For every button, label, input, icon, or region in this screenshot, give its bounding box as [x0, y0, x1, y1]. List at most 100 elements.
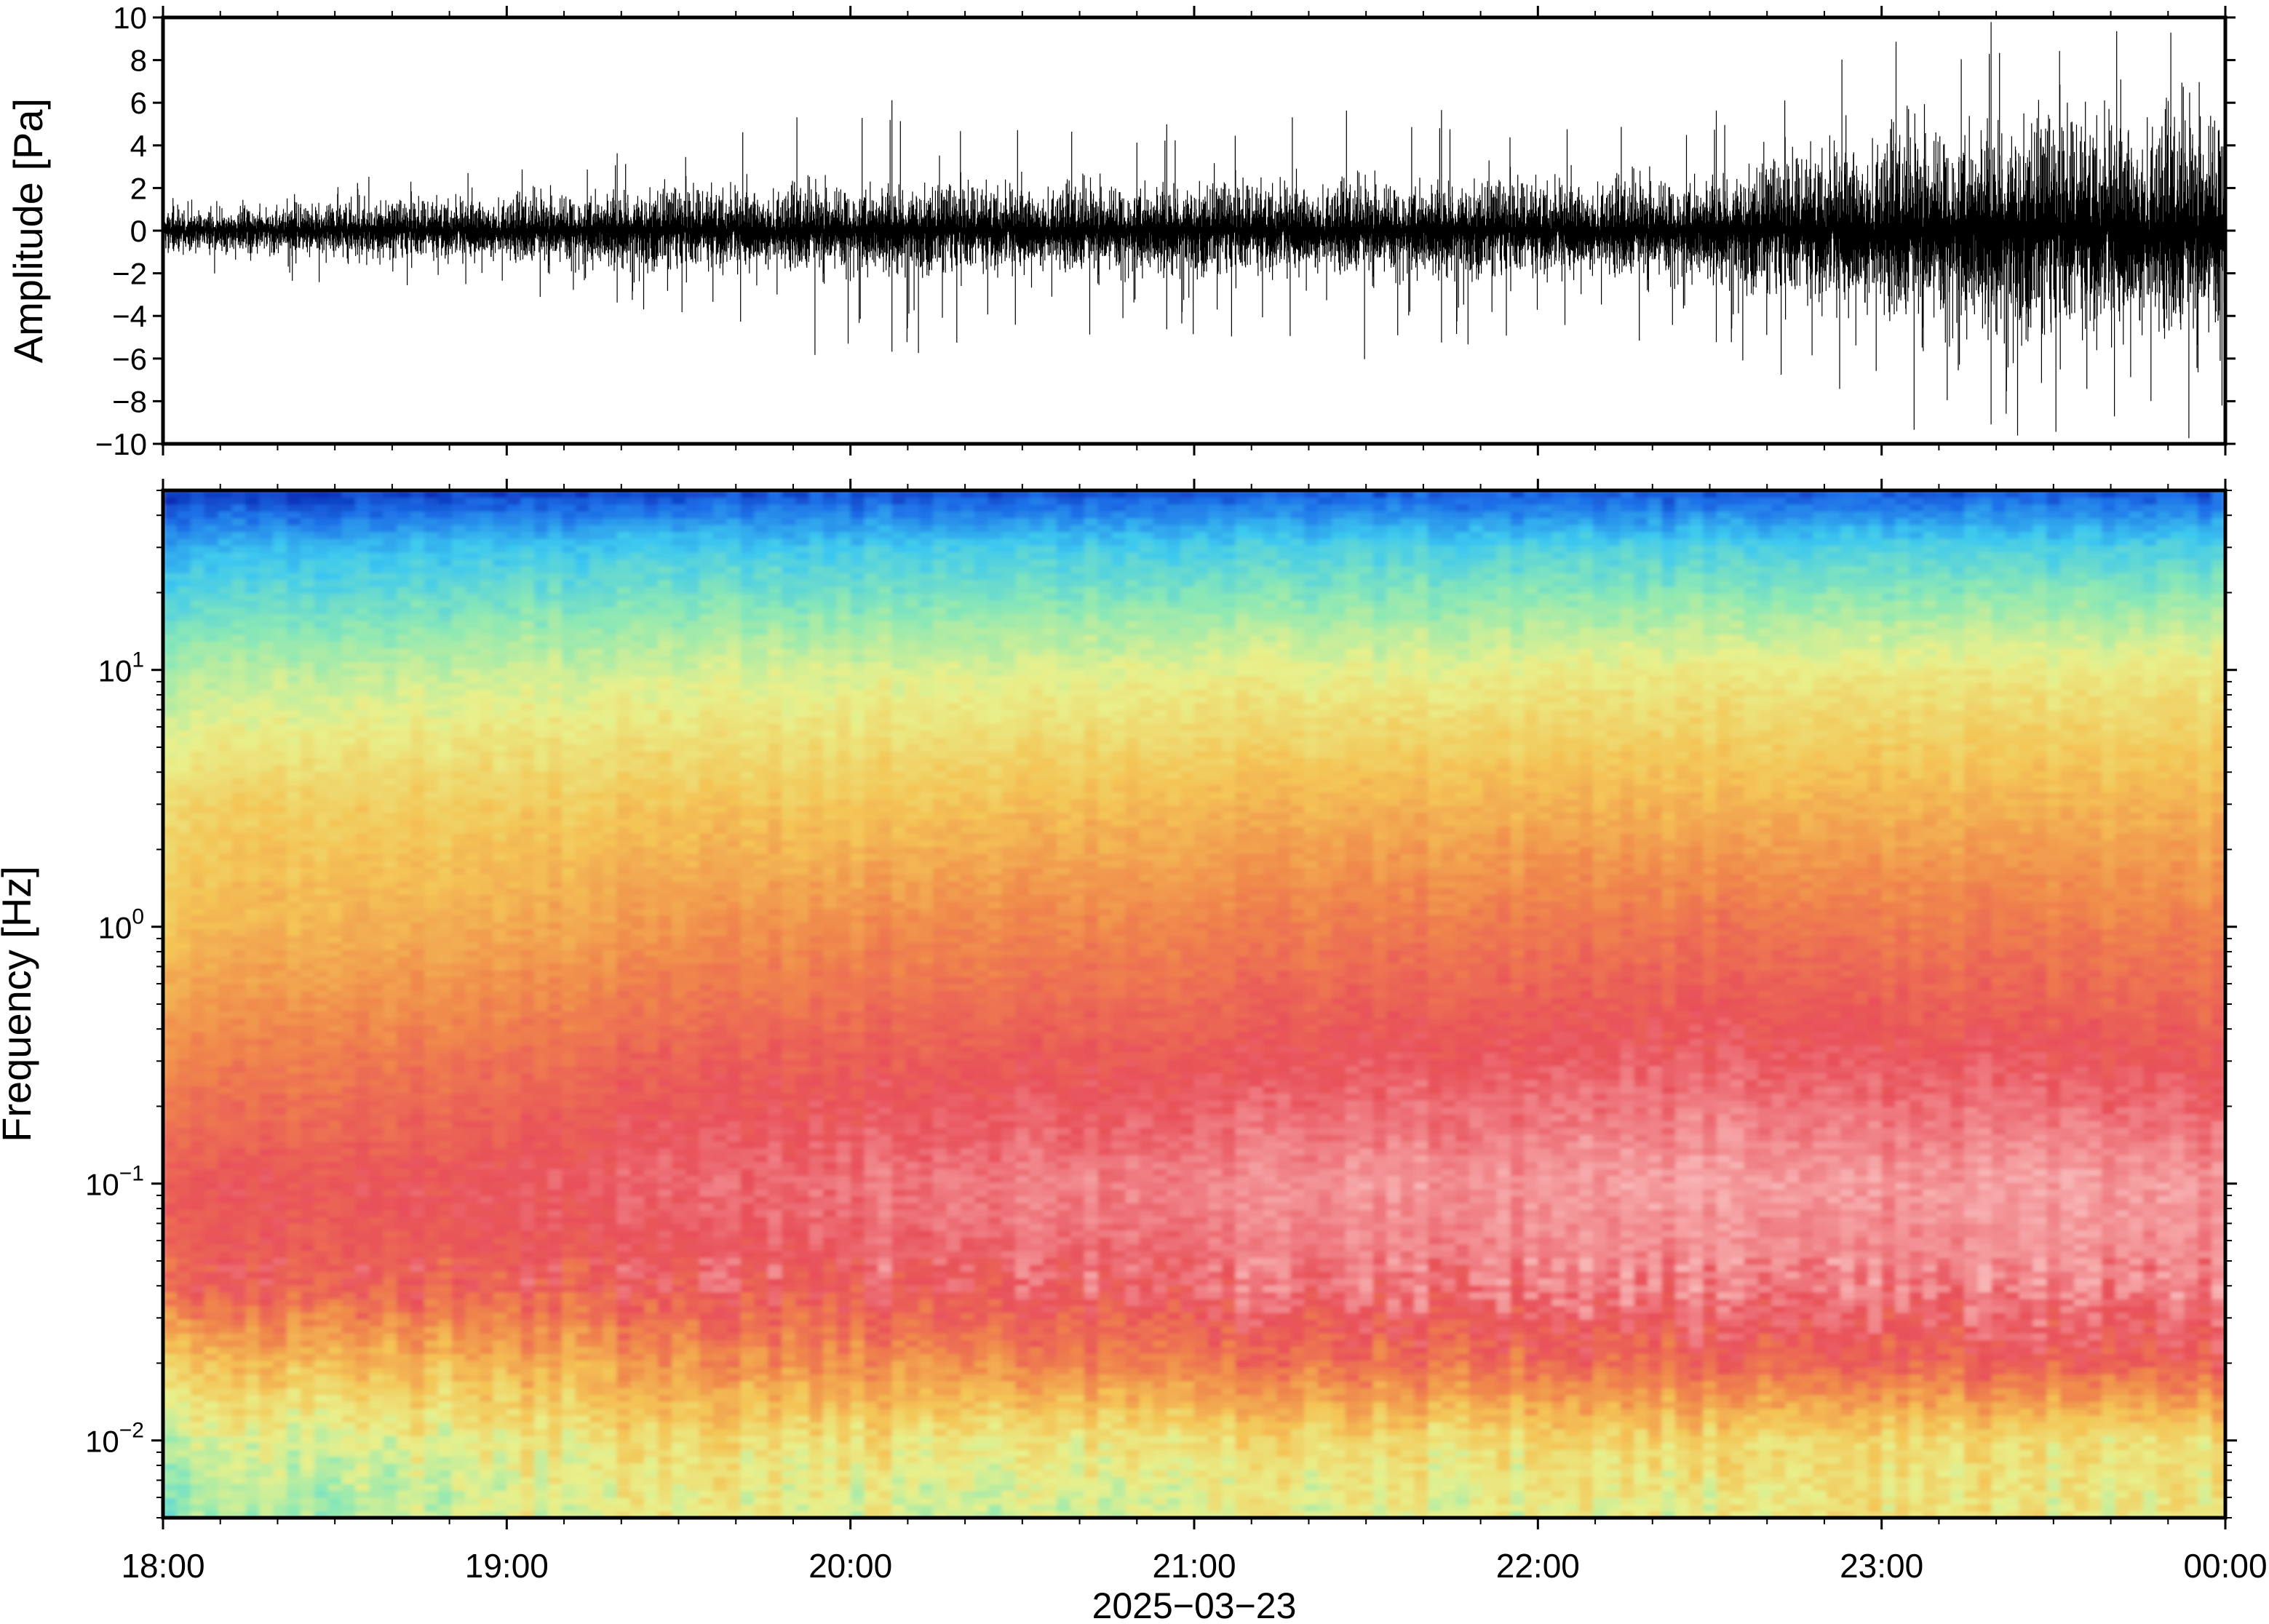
spectrogram-cell — [630, 1497, 645, 1505]
spectrogram-cell — [1043, 1436, 1057, 1444]
amplitude-y-tick-label: −4 — [112, 299, 147, 333]
spectrogram-cell — [1923, 1483, 1938, 1492]
spectrogram-cell — [2115, 1408, 2130, 1416]
spectrogram-cell — [1620, 1353, 1635, 1361]
spectrogram-cell — [410, 1497, 425, 1505]
spectrogram-cell — [218, 1428, 233, 1436]
spectrogram-cell — [644, 1340, 659, 1348]
spectrogram-cell — [644, 1360, 659, 1368]
spectrogram-cell — [616, 1388, 632, 1396]
spectrogram-cell — [685, 1305, 700, 1313]
spectrogram-cell — [1867, 1504, 1883, 1512]
spectrogram-cell — [891, 1305, 907, 1313]
spectrogram-cell — [300, 1346, 315, 1354]
spectrogram-cell — [2129, 1312, 2144, 1320]
spectrogram-cell — [960, 1366, 975, 1375]
spectrogram-cell — [327, 1394, 343, 1402]
spectrogram-cell — [1785, 1332, 1800, 1341]
spectrogram-cell — [1318, 1332, 1332, 1341]
spectrogram-cell — [1703, 1422, 1717, 1430]
spectrogram-cell — [1372, 1326, 1388, 1334]
spectrogram-cell — [534, 1374, 549, 1382]
spectrogram-cell — [465, 1332, 480, 1341]
spectrogram-cell — [2198, 1462, 2212, 1470]
spectrogram-cell — [1207, 1346, 1223, 1354]
spectrogram-cell — [768, 1449, 782, 1457]
spectrogram-cell — [754, 1305, 769, 1313]
spectrogram-cell — [2074, 1470, 2089, 1478]
spectrogram-cell — [1592, 1422, 1608, 1430]
spectrogram-cell — [1139, 1401, 1154, 1409]
spectrogram-cell — [1565, 1298, 1580, 1306]
spectrogram-cell — [1689, 1298, 1704, 1306]
spectrogram-cell — [506, 1319, 522, 1327]
spectrogram-cell — [1620, 1490, 1635, 1498]
spectrogram-cell — [2046, 1305, 2062, 1313]
spectrogram-cell — [616, 1353, 632, 1361]
spectrogram-cell — [424, 1380, 439, 1388]
spectrogram-cell — [740, 1340, 755, 1348]
spectrogram-cell — [2088, 1422, 2102, 1430]
spectrogram-cell — [1139, 1366, 1154, 1375]
spectrogram-cell — [520, 1428, 535, 1436]
spectrogram-cell — [836, 1388, 851, 1396]
spectrogram-cell — [1634, 1456, 1649, 1464]
spectrogram-cell — [2019, 1298, 2034, 1306]
spectrogram-cell — [1057, 1360, 1071, 1368]
spectrogram-cell — [575, 1456, 590, 1464]
spectrogram-cell — [808, 1401, 824, 1409]
spectrogram-cell — [534, 1332, 549, 1341]
spectrogram-cell — [1001, 1497, 1017, 1505]
spectrogram-cell — [754, 1291, 769, 1299]
spectrogram-cell — [1538, 1462, 1553, 1470]
spectrogram-cell — [1799, 1490, 1813, 1498]
spectrogram-cell — [1001, 1456, 1017, 1464]
spectrogram-cell — [465, 1360, 480, 1368]
spectrogram-cell — [2032, 1305, 2048, 1313]
spectrogram-cell — [1661, 1422, 1677, 1430]
spectrogram-cell — [1716, 1510, 1731, 1518]
spectrogram-cell — [2046, 1442, 2062, 1450]
spectrogram-cell — [1084, 1422, 1099, 1430]
spectrogram-cell — [1744, 1332, 1759, 1341]
spectrogram-cell — [1757, 1436, 1773, 1444]
spectrogram-cell — [1359, 1504, 1374, 1512]
spectrogram-cell — [1263, 1366, 1278, 1375]
spectrogram-cell — [1111, 1504, 1126, 1512]
spectrogram-cell — [1689, 1462, 1704, 1470]
spectrogram-cell — [2074, 1490, 2089, 1498]
spectrogram-cell — [1785, 1414, 1800, 1423]
spectrogram-cell — [1565, 1456, 1580, 1464]
spectrogram-cell — [1084, 1394, 1099, 1402]
spectrogram-cell — [534, 1401, 549, 1409]
spectrogram-cell — [1524, 1353, 1539, 1361]
spectrogram-cell — [1139, 1456, 1154, 1464]
spectrogram-cell — [1936, 1332, 1951, 1341]
spectrogram-cell — [1372, 1428, 1388, 1436]
spectrogram-cell — [231, 1394, 247, 1402]
spectrogram-cell — [397, 1476, 411, 1484]
spectrogram-cell — [259, 1490, 274, 1498]
spectrogram-cell — [864, 1483, 879, 1492]
spectrogram-cell — [1661, 1340, 1677, 1348]
spectrogram-cell — [1716, 1360, 1731, 1368]
spectrogram-cell — [1482, 1346, 1498, 1354]
spectrogram-cell — [1263, 1332, 1278, 1341]
spectrogram-cell — [2156, 1408, 2171, 1416]
spectrogram-cell — [1125, 1422, 1140, 1430]
spectrogram-cell — [2129, 1374, 2144, 1382]
spectrogram-cell — [2129, 1414, 2144, 1423]
spectrogram-cell — [1661, 1442, 1677, 1450]
spectrogram-cell — [1386, 1462, 1402, 1470]
spectrogram-cell — [1057, 1476, 1071, 1484]
spectrogram-cell — [2170, 1319, 2185, 1327]
spectrogram-cell — [616, 1476, 632, 1484]
spectrogram-cell — [1070, 1510, 1085, 1518]
spectrogram-cell — [1524, 1360, 1539, 1368]
spectrogram-cell — [1510, 1353, 1525, 1361]
spectrogram-cell — [1895, 1305, 1910, 1313]
spectrogram-cell — [1799, 1408, 1813, 1416]
spectrogram-cell — [1070, 1305, 1085, 1313]
spectrogram-cell — [231, 1470, 247, 1478]
